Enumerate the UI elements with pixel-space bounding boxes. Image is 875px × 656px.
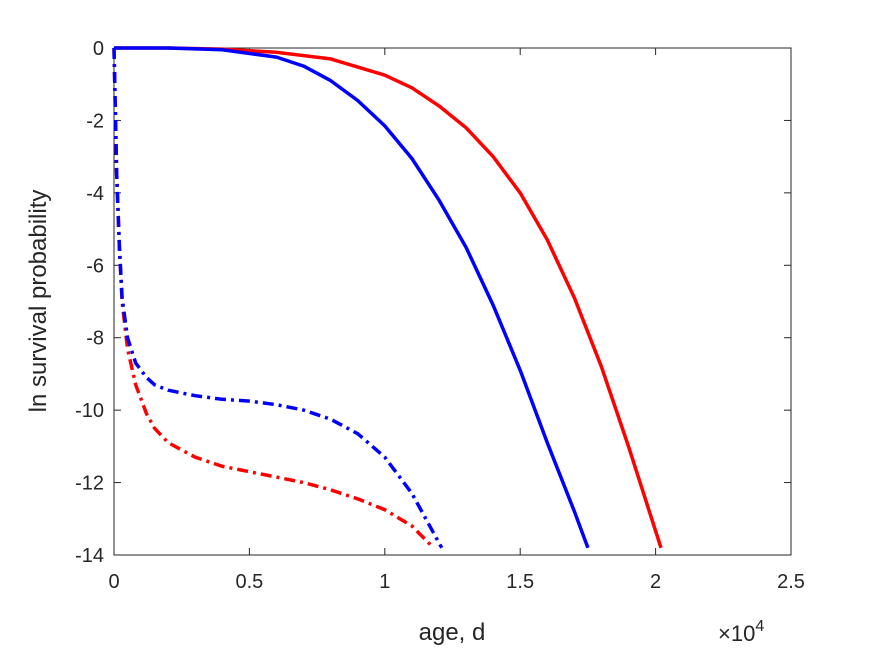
series-line-4 — [112, 47, 444, 549]
x-axis: 0 0.5 1 1.5 2 2.5 — [108, 48, 805, 593]
y-tick-label: -2 — [86, 110, 104, 132]
y-axis-label: ln survival probability — [25, 190, 52, 413]
x-tick-label: 2 — [650, 571, 661, 593]
x-exponent-base: ×10 — [718, 621, 755, 646]
y-tick-label: -10 — [75, 400, 104, 422]
x-tick-label: 1.5 — [506, 571, 534, 593]
series-line-3 — [112, 47, 435, 550]
y-tick-label: -12 — [75, 473, 104, 495]
x-axis-label: age, d — [419, 619, 486, 646]
y-axis: 0 -2 -4 -6 -8 -10 -12 -14 — [75, 38, 791, 567]
y-tick-label: -14 — [75, 545, 104, 567]
y-tick-label: -4 — [86, 183, 104, 205]
y-tick-label: -6 — [86, 255, 104, 277]
y-tick-label: -8 — [86, 328, 104, 350]
x-tick-label: 2.5 — [777, 571, 805, 593]
y-tick-label: 0 — [93, 38, 104, 60]
x-tick-label: 1 — [379, 571, 390, 593]
series-line-2 — [114, 46, 590, 549]
x-exponent-power: 4 — [755, 618, 764, 635]
series-group — [112, 46, 663, 550]
plot-area — [113, 47, 792, 556]
x-exponent-label: ×104 — [718, 618, 764, 646]
series-line-1 — [114, 46, 663, 549]
x-tick-label: 0 — [108, 571, 119, 593]
x-tick-label: 0.5 — [235, 571, 263, 593]
